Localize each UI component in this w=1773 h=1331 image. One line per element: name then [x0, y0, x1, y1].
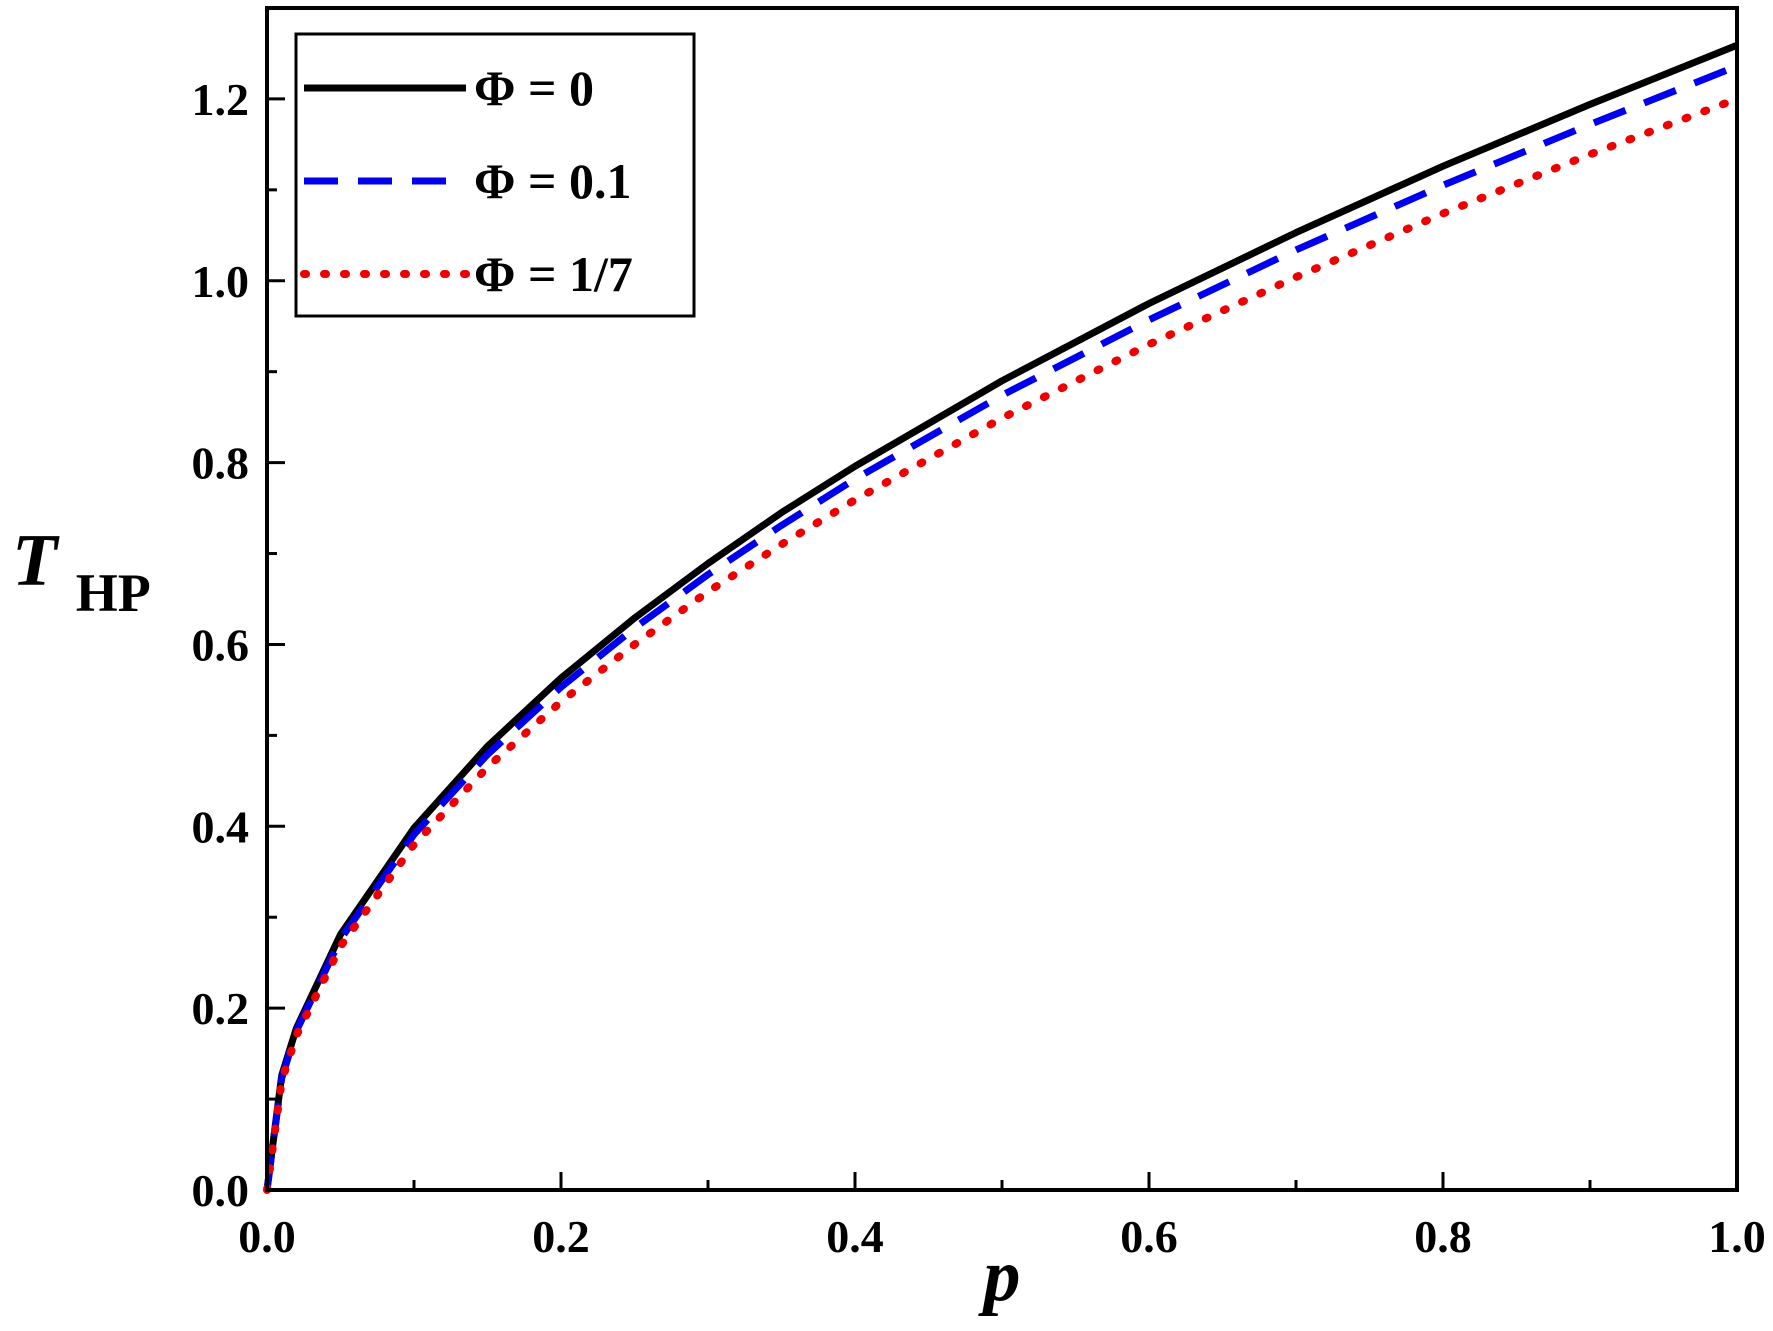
legend-label-1: Φ = 0.1 — [474, 153, 631, 209]
x-axis-title: p — [978, 1235, 1021, 1317]
series-layer — [263, 42, 1741, 1194]
y-tick-label: 0.8 — [192, 438, 250, 489]
series-line-1 — [263, 62, 1739, 1191]
y-axis-title: T HP — [12, 520, 151, 623]
x-tick-label: 0.2 — [532, 1211, 590, 1262]
y-tick-label: 0.4 — [192, 801, 250, 852]
x-tick-label: 0.6 — [1120, 1211, 1178, 1262]
legend-items: Φ = 0 Φ = 0.1 Φ = 1/7 — [300, 60, 633, 302]
y-axis-title-main: T — [12, 520, 60, 602]
y-axis-title-subscript: HP — [76, 563, 151, 623]
legend-box — [294, 32, 696, 318]
x-tick-label: 0.8 — [1414, 1211, 1472, 1262]
tick-labels: 0.0 0.2 0.4 0.6 0.8 1.0 0.0 0.2 0.4 0.6 0.8 1.0 1.2 — [192, 74, 1766, 1262]
x-tick-label: 0.0 — [238, 1211, 296, 1262]
y-tick-label: 1.0 — [192, 256, 250, 307]
y-tick-label: 0.0 — [192, 1165, 250, 1216]
y-tick-label: 1.2 — [192, 74, 250, 125]
x-tick-label: 0.4 — [826, 1211, 884, 1262]
x-tick-label: 1.0 — [1708, 1211, 1766, 1262]
legend-label-0: Φ = 0 — [474, 60, 594, 116]
legend-label-2: Φ = 1/7 — [474, 246, 633, 302]
legend: Φ = 0 Φ = 0.1 Φ = 1/7 — [294, 32, 696, 318]
y-tick-label: 0.2 — [192, 983, 250, 1034]
ticks-layer — [265, 6, 1739, 1192]
series-line-2 — [263, 94, 1741, 1194]
y-tick-label: 0.6 — [192, 619, 250, 670]
